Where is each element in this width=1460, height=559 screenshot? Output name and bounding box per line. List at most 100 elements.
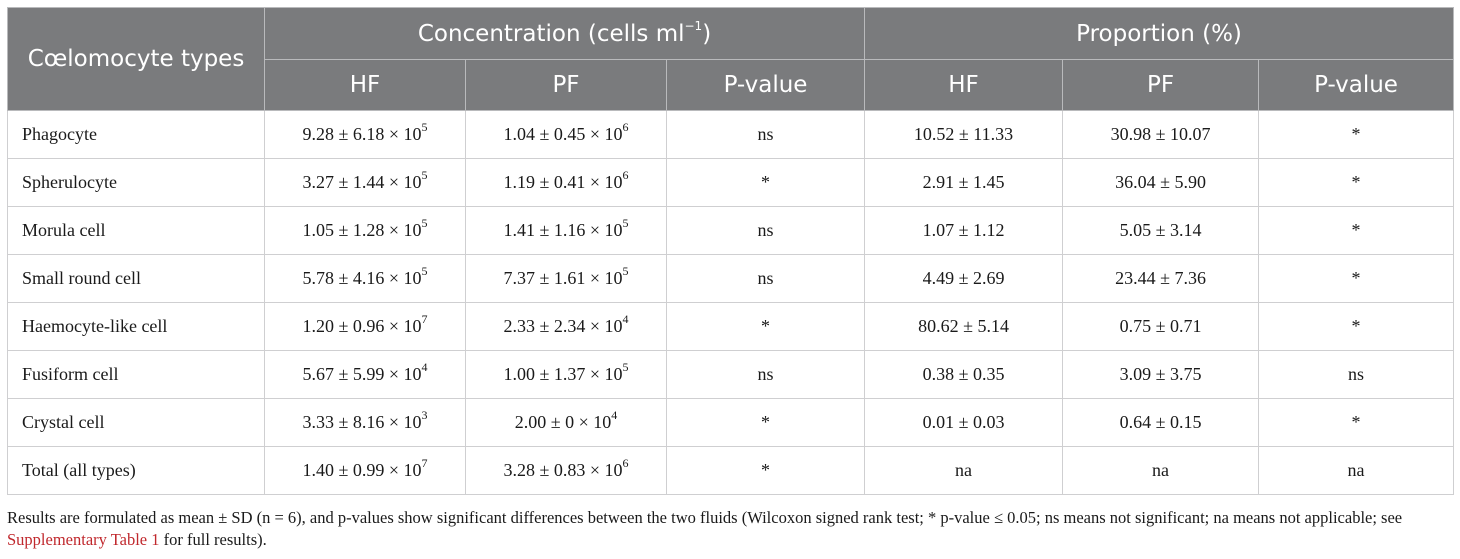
cell-type-cell: Small round cell xyxy=(7,254,265,303)
conc-pvalue-value: ns xyxy=(757,124,774,144)
conc-pf-exponent: 5 xyxy=(622,216,629,230)
header-prop-pvalue: P-value xyxy=(1258,59,1455,111)
data-table-container: Cœlomocyte types Concentration (cells ml… xyxy=(7,7,1455,495)
conc-pvalue-cell: ns xyxy=(665,206,866,255)
conc-hf-exponent: 5 xyxy=(421,264,428,278)
prop-hf-value: 4.49 ± 2.69 xyxy=(922,268,1005,288)
cell-type-cell: Phagocyte xyxy=(7,110,265,159)
prop-pf-cell: 0.75 ± 0.71 xyxy=(1062,302,1260,351)
conc-pf-exponent: 5 xyxy=(622,264,629,278)
header-proportion: Proportion (%) xyxy=(864,7,1455,60)
conc-pf-exponent: 6 xyxy=(622,120,629,134)
cell-type-cell: Haemocyte-like cell xyxy=(7,302,265,351)
conc-hf-cell: 5.78 ± 4.16 × 105 xyxy=(264,254,466,303)
conc-pf-exponent: 6 xyxy=(622,456,629,470)
conc-pf-cell: 3.28 ± 0.83 × 106 xyxy=(465,446,667,495)
cell-type-value: Small round cell xyxy=(22,268,141,288)
cell-type-value: Spherulocyte xyxy=(22,172,117,192)
header-concentration-label: Concentration (cells ml xyxy=(417,20,685,47)
header-prop-hf: HF xyxy=(864,59,1064,111)
conc-pf-value: 3.28 ± 0.83 × 10 xyxy=(503,460,623,480)
conc-pvalue-value: ns xyxy=(757,268,774,288)
cell-type-value: Crystal cell xyxy=(22,412,105,432)
prop-pf-cell: 0.64 ± 0.15 xyxy=(1062,398,1260,447)
coelomocyte-table: Cœlomocyte types Concentration (cells ml… xyxy=(7,7,1455,495)
table-body: Phagocyte 9.28 ± 6.18 × 105 1.04 ± 0.45 × … xyxy=(7,110,1455,495)
conc-pf-cell: 2.33 ± 2.34 × 104 xyxy=(465,302,667,351)
table-row: Phagocyte 9.28 ± 6.18 × 105 1.04 ± 0.45 × … xyxy=(7,110,1455,159)
prop-pvalue-value: * xyxy=(1351,316,1361,336)
prop-pf-value: 5.05 ± 3.14 xyxy=(1119,220,1202,240)
cell-type-cell: Spherulocyte xyxy=(7,158,265,207)
conc-hf-cell: 1.05 ± 1.28 × 105 xyxy=(264,206,466,255)
prop-pf-cell: na xyxy=(1062,446,1260,495)
conc-hf-value: 3.27 ± 1.44 × 10 xyxy=(302,172,422,192)
table-header: Cœlomocyte types Concentration (cells ml… xyxy=(7,7,1455,111)
header-concentration-exponent: −1 xyxy=(684,18,703,33)
prop-hf-cell: 1.07 ± 1.12 xyxy=(864,206,1064,255)
conc-pvalue-cell: ns xyxy=(665,110,866,159)
prop-pvalue-cell: * xyxy=(1258,158,1455,207)
prop-hf-value: 80.62 ± 5.14 xyxy=(918,316,1009,336)
prop-pvalue-value: * xyxy=(1351,172,1361,192)
prop-hf-value: 10.52 ± 11.33 xyxy=(913,124,1014,144)
conc-hf-cell: 5.67 ± 5.99 × 104 xyxy=(264,350,466,399)
conc-hf-value: 9.28 ± 6.18 × 10 xyxy=(302,124,422,144)
cell-type-value: Haemocyte-like cell xyxy=(22,316,168,336)
header-conc-pf: PF xyxy=(465,59,667,111)
cell-type-value: Total (all types) xyxy=(22,460,136,480)
conc-pf-cell: 2.00 ± 0 × 104 xyxy=(465,398,667,447)
prop-pvalue-cell: * xyxy=(1258,254,1455,303)
conc-hf-cell: 1.40 ± 0.99 × 107 xyxy=(264,446,466,495)
conc-pvalue-value: ns xyxy=(757,220,774,240)
conc-hf-exponent: 7 xyxy=(421,456,428,470)
table-row: Total (all types) 1.40 ± 0.99 × 107 3.28 ±… xyxy=(7,446,1455,495)
prop-pvalue-cell: * xyxy=(1258,110,1455,159)
cell-type-value: Morula cell xyxy=(22,220,106,240)
conc-pf-cell: 1.41 ± 1.16 × 105 xyxy=(465,206,667,255)
conc-hf-value: 3.33 ± 8.16 × 10 xyxy=(302,412,422,432)
prop-hf-value: 1.07 ± 1.12 xyxy=(922,220,1005,240)
table-row: Spherulocyte 3.27 ± 1.44 × 105 1.19 ± 0.41… xyxy=(7,158,1455,207)
conc-pf-value: 2.33 ± 2.34 × 10 xyxy=(503,316,623,336)
prop-pvalue-value: na xyxy=(1347,460,1365,480)
prop-pf-value: 0.75 ± 0.71 xyxy=(1119,316,1202,336)
conc-pf-exponent: 5 xyxy=(622,360,629,374)
conc-pf-value: 1.00 ± 1.37 × 10 xyxy=(503,364,623,384)
prop-pf-value: 30.98 ± 10.07 xyxy=(1110,124,1211,144)
cell-type-cell: Fusiform cell xyxy=(7,350,265,399)
header-coelomocyte-types: Cœlomocyte types xyxy=(7,7,265,111)
conc-pf-exponent: 6 xyxy=(622,168,629,182)
conc-hf-exponent: 4 xyxy=(421,360,428,374)
prop-hf-cell: 80.62 ± 5.14 xyxy=(864,302,1064,351)
prop-hf-value: 0.01 ± 0.03 xyxy=(922,412,1005,432)
conc-pvalue-value: ns xyxy=(757,364,774,384)
prop-pvalue-cell: * xyxy=(1258,398,1455,447)
conc-hf-exponent: 5 xyxy=(421,120,428,134)
table-row: Small round cell 5.78 ± 4.16 × 105 7.37 ± … xyxy=(7,254,1455,303)
prop-pf-value: 36.04 ± 5.90 xyxy=(1115,172,1206,192)
prop-hf-cell: 2.91 ± 1.45 xyxy=(864,158,1064,207)
conc-hf-cell: 3.33 ± 8.16 × 103 xyxy=(264,398,466,447)
conc-pf-cell: 1.04 ± 0.45 × 106 xyxy=(465,110,667,159)
conc-pvalue-value: * xyxy=(761,316,770,336)
conc-pf-exponent: 4 xyxy=(611,408,618,422)
conc-pvalue-value: * xyxy=(761,172,770,192)
prop-hf-value: na xyxy=(955,460,973,480)
conc-pvalue-cell: * xyxy=(665,398,866,447)
supplementary-table-link[interactable]: Supplementary Table 1 xyxy=(7,530,160,549)
header-prop-pf: PF xyxy=(1062,59,1260,111)
conc-pvalue-value: * xyxy=(761,412,770,432)
conc-pvalue-cell: * xyxy=(665,446,866,495)
footnote-text-before: Results are formulated as mean ± SD (n =… xyxy=(7,508,1403,527)
conc-hf-exponent: 5 xyxy=(421,168,428,182)
conc-pf-value: 1.19 ± 0.41 × 10 xyxy=(503,172,623,192)
conc-hf-exponent: 5 xyxy=(421,216,428,230)
prop-hf-value: 0.38 ± 0.35 xyxy=(922,364,1005,384)
conc-hf-value: 1.05 ± 1.28 × 10 xyxy=(302,220,422,240)
prop-pvalue-value: * xyxy=(1351,268,1361,288)
conc-pf-value: 2.00 ± 0 × 10 xyxy=(514,412,612,432)
conc-pvalue-cell: ns xyxy=(665,350,866,399)
prop-pf-cell: 3.09 ± 3.75 xyxy=(1062,350,1260,399)
conc-pvalue-value: * xyxy=(761,460,770,480)
